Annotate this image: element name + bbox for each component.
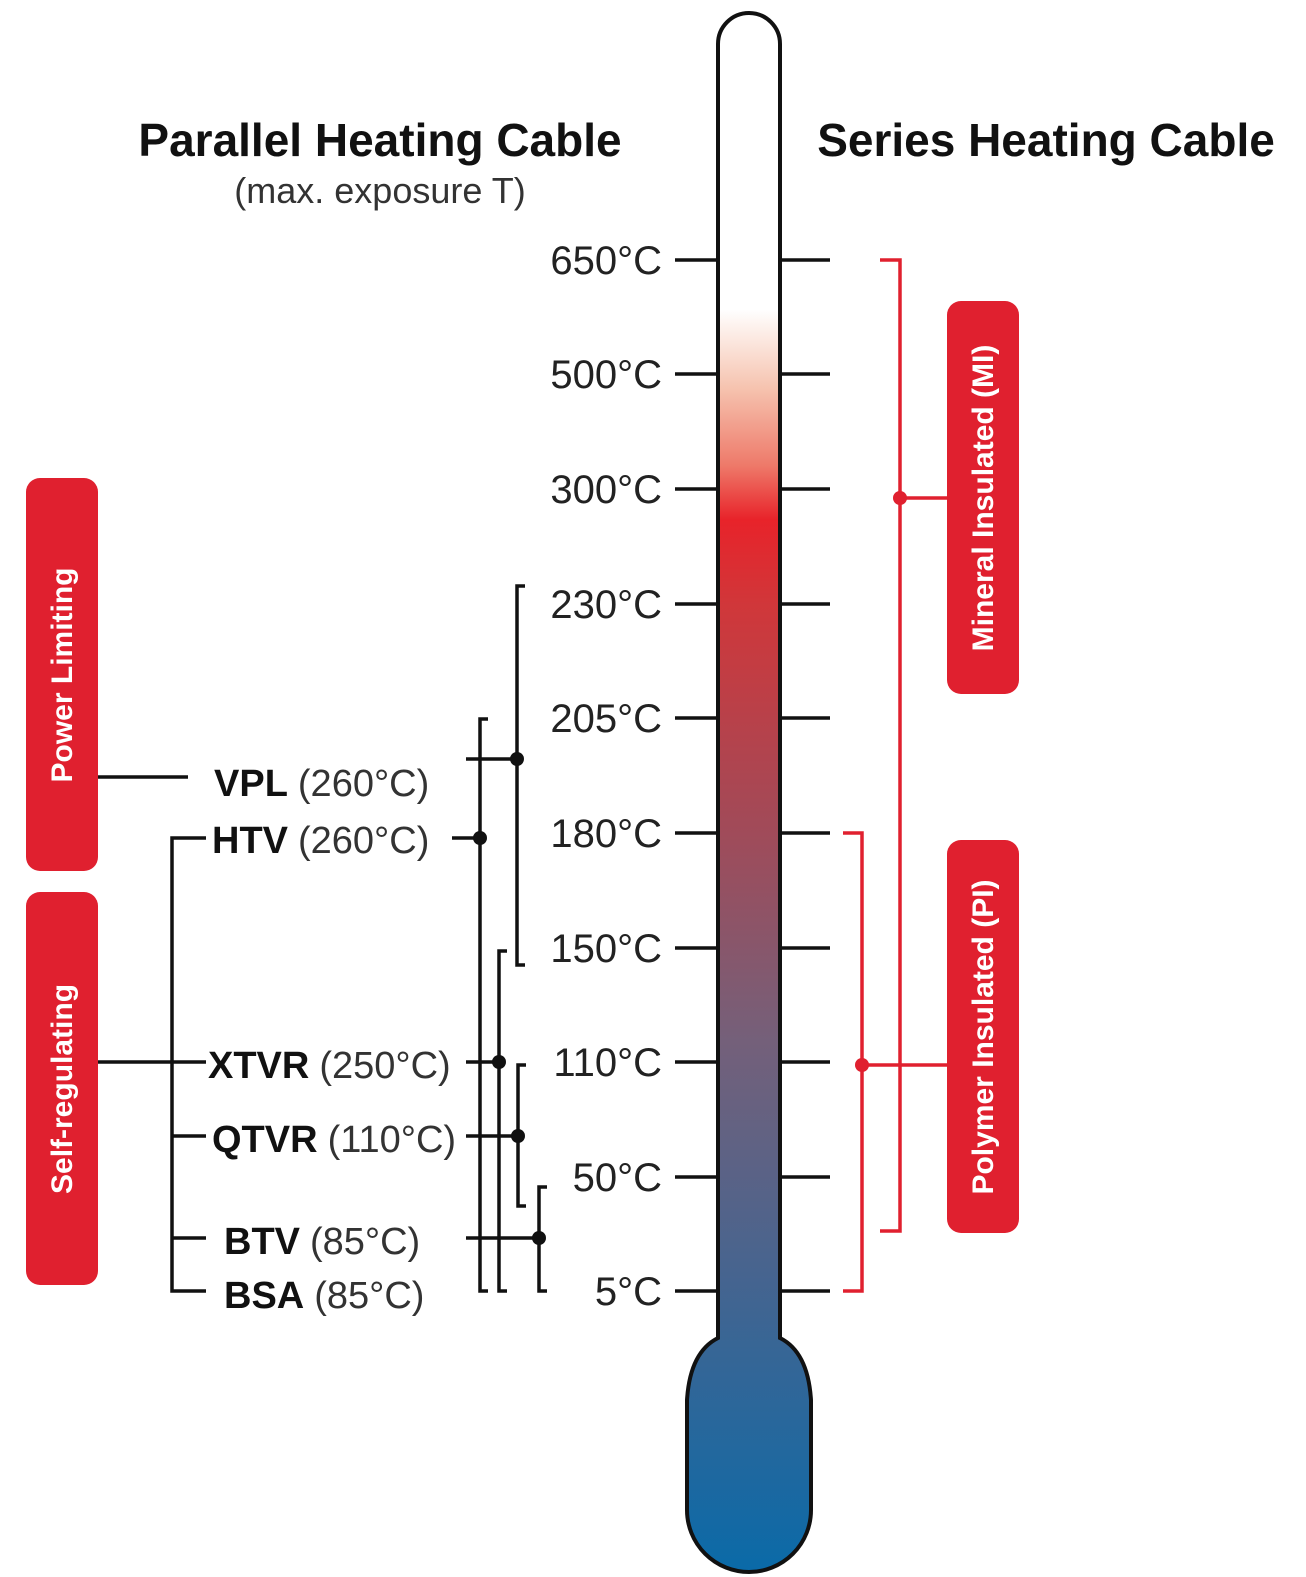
scale-label: 650°C: [550, 239, 662, 283]
cable-label-qtvr: QTVR (110°C): [212, 1119, 456, 1161]
mineral-insulated-bracket: [880, 258, 948, 1233]
vpl-htv-range-bracket: [466, 584, 525, 967]
xtvr-range-bracket: [466, 949, 507, 1293]
polymer-insulated-badge: Polymer Insulated (PI): [947, 840, 1019, 1233]
cable-temp: (110°C): [328, 1119, 457, 1161]
scale-label: 150°C: [550, 927, 662, 971]
scale-label: 50°C: [573, 1156, 662, 1200]
thermometer-body: [685, 11, 813, 1574]
cable-label-btv: BTV (85°C): [224, 1221, 420, 1263]
mineral-insulated-label: Mineral Insulated (MI): [967, 345, 1000, 652]
scale-label: 110°C: [553, 1041, 662, 1085]
cable-temp: (260°C): [298, 820, 429, 862]
cable-label-vpl: VPL (260°C): [214, 763, 429, 805]
power-limiting-label: Power Limiting: [46, 567, 79, 782]
scale-label: 300°C: [550, 468, 662, 512]
htv-range-bracket: [452, 717, 488, 1293]
self-regulating-connector: [98, 836, 206, 1293]
polymer-insulated-label: Polymer Insulated (PI): [967, 879, 1000, 1194]
scale-label: 500°C: [550, 353, 662, 397]
scale-label: 205°C: [550, 697, 662, 741]
cable-label-bsa: BSA (85°C): [224, 1275, 424, 1317]
series-title: Series Heating Cable: [817, 114, 1275, 166]
parallel-title: Parallel Heating Cable: [138, 114, 621, 166]
cable-label-xtvr: XTVR (250°C): [208, 1045, 451, 1087]
cable-temp: (85°C): [314, 1275, 424, 1317]
scale-ticks: [675, 258, 830, 1293]
cable-temp: (250°C): [319, 1045, 450, 1087]
self-regulating-badge: Self-regulating: [26, 892, 98, 1285]
scale-label: 180°C: [550, 812, 662, 856]
cable-name: VPL: [214, 763, 288, 805]
cable-temp: (85°C): [310, 1221, 420, 1263]
cable-name: HTV: [212, 820, 289, 862]
cable-temp: (260°C): [298, 763, 429, 805]
cable-label-htv: HTV (260°C): [212, 820, 429, 862]
self-regulating-label: Self-regulating: [46, 984, 79, 1194]
parallel-subtitle: (max. exposure T): [234, 170, 525, 211]
scale-label: 230°C: [550, 583, 662, 627]
cable-name: BSA: [224, 1275, 304, 1317]
scale-label: 5°C: [595, 1270, 662, 1314]
cable-name: QTVR: [212, 1119, 318, 1161]
polymer-insulated-bracket: [843, 831, 948, 1293]
mineral-insulated-badge: Mineral Insulated (MI): [947, 301, 1019, 694]
btv-bsa-range-bracket: [466, 1185, 547, 1293]
power-limiting-badge: Power Limiting: [26, 478, 98, 871]
cable-name: BTV: [224, 1221, 301, 1263]
qtvr-range-bracket: [466, 1063, 526, 1208]
cable-name: XTVR: [208, 1045, 309, 1087]
